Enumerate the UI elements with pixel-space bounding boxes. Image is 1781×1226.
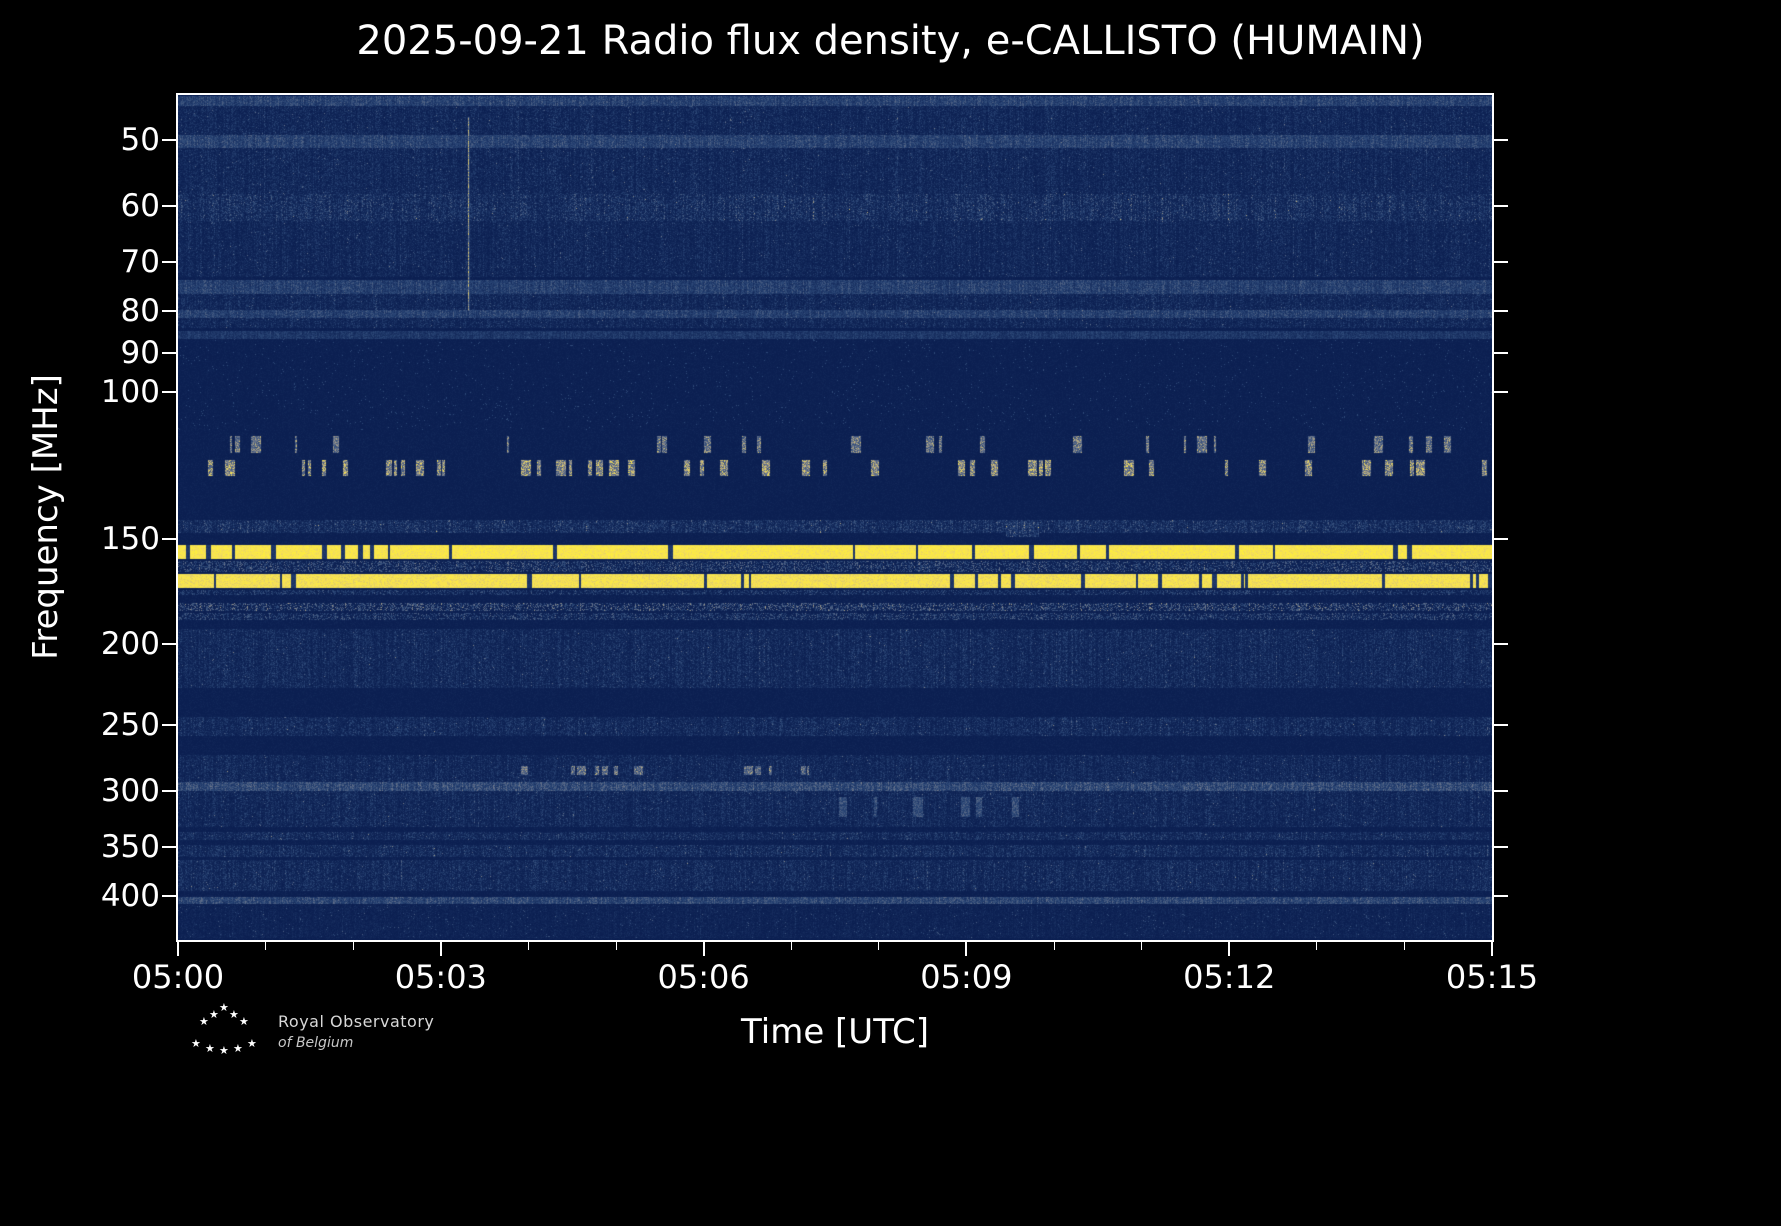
x-tick-label: 05:12 [1183,958,1276,996]
y-tick-left [162,309,176,312]
rob-logo-star: ★ [219,1001,229,1014]
rob-logo-line2: of Belgium [278,1035,354,1051]
y-tick-right [1494,138,1508,141]
y-tick-left [162,894,176,897]
x-minor-tick [1316,942,1318,950]
y-tick-label: 60 [120,188,160,225]
x-minor-tick [790,942,792,950]
y-tick-label: 80 [120,292,160,329]
y-tick-left [162,642,176,645]
y-tick-left [162,538,176,541]
y-tick-left [162,846,176,849]
y-tick-left [162,790,176,793]
y-tick-label: 150 [100,521,160,558]
y-tick-label: 300 [100,773,160,810]
y-tick-label: 350 [100,829,160,866]
x-tick-label: 05:00 [131,958,225,996]
x-minor-tick [527,942,529,950]
x-axis-label: Time [UTC] [741,1012,929,1052]
y-tick-right [1494,642,1508,645]
rob-logo-star: ★ [247,1037,257,1050]
y-tick-right [1494,538,1508,541]
y-tick-label: 200 [100,625,160,662]
x-tick-label: 05:15 [1445,958,1539,996]
y-tick-right [1494,205,1508,208]
x-tick-label: 05:09 [920,958,1013,996]
page-title: 2025-09-21 Radio flux density, e-CALLIST… [356,18,1425,64]
x-minor-tick [615,942,617,950]
y-tick-left [162,352,176,355]
x-minor-tick [878,942,880,950]
rob-logo-line1: Royal Observatory [278,1012,435,1031]
rob-logo-star: ★ [191,1037,201,1050]
y-tick-left [162,138,176,141]
y-tick-right [1494,309,1508,312]
rob-logo-star: ★ [233,1042,243,1055]
spectrogram-plot [176,93,1494,942]
y-tick-left [162,723,176,726]
rob-logo-star: ★ [219,1044,229,1057]
rob-logo-star: ★ [205,1042,215,1055]
rob-logo-text: Royal Observatory of Belgium [278,1012,434,1051]
x-tick [1491,942,1493,956]
y-tick-right [1494,352,1508,355]
y-tick-label: 250 [100,706,160,743]
y-tick-label: 90 [120,335,160,372]
x-minor-tick [1141,942,1143,950]
y-tick-right [1494,723,1508,726]
y-tick-left [162,390,176,393]
y-tick-right [1494,390,1508,393]
y-tick-label: 100 [100,373,160,410]
x-tick [702,942,705,956]
rob-logo-star: ★ [239,1015,249,1028]
rob-logo-star: ★ [199,1015,209,1028]
x-tick [1228,942,1231,956]
y-tick-right [1494,894,1508,897]
y-tick-right [1494,261,1508,264]
x-minor-tick [1053,942,1055,950]
rob-logo: ★ ★ ★ ★ ★ ★ ★ ★ ★ ★ [183,1000,267,1060]
x-minor-tick [1403,942,1405,950]
x-tick-label: 05:06 [657,958,750,996]
y-tick-label: 50 [120,121,160,158]
x-minor-tick [352,942,354,950]
x-tick [965,942,968,956]
x-tick-label: 05:03 [394,958,487,996]
rob-logo-star: ★ [209,1008,219,1021]
x-minor-tick [265,942,267,950]
y-tick-right [1494,846,1508,849]
y-tick-left [162,261,176,264]
y-tick-right [1494,790,1508,793]
spectrogram-canvas [178,95,1492,940]
x-tick [439,942,442,956]
y-tick-label: 400 [100,877,160,914]
y-tick-label: 70 [120,244,160,281]
x-tick [177,942,179,956]
y-tick-left [162,205,176,208]
y-axis-label: Frequency [MHz] [26,374,66,660]
rob-logo-star: ★ [229,1008,239,1021]
